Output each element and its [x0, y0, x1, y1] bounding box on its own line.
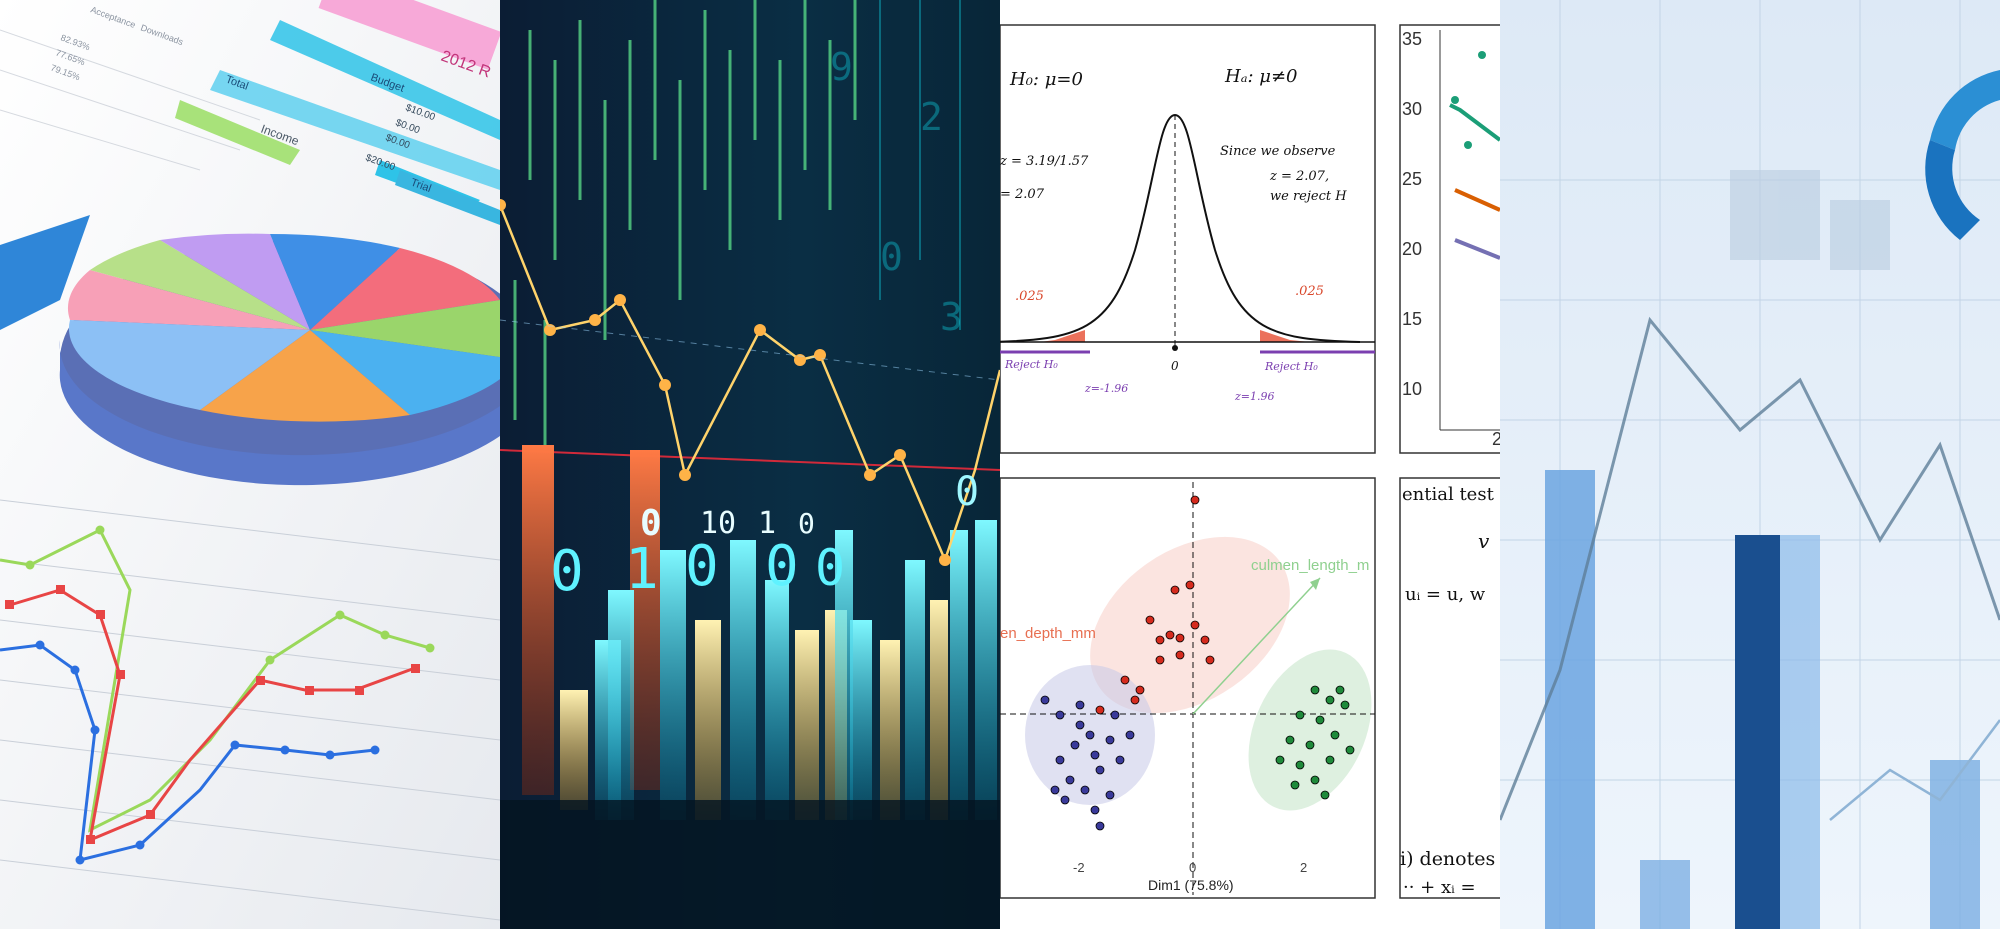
y-tick: 20 — [1402, 239, 1422, 259]
green-line-series — [0, 527, 431, 833]
right-alpha: .025 — [1295, 284, 1324, 299]
conclusion-line-1: Since we observe — [1220, 144, 1336, 159]
conclusion-line-2: z = 2.07, — [1269, 169, 1329, 184]
svg-text:2: 2 — [920, 95, 943, 139]
formula-line: v — [1478, 529, 1490, 553]
report-illustration: 2012 R Total Income Trial Budget $10.00 … — [0, 0, 500, 929]
binary-digit: 0 — [798, 507, 815, 540]
x-tick: -2 — [1073, 860, 1085, 875]
y-tick: 35 — [1402, 29, 1422, 49]
binary-digit: 0 — [685, 534, 719, 599]
binary-digit: 1 — [625, 537, 659, 602]
zero-mark: 0 — [1171, 359, 1179, 373]
y-tick: 25 — [1402, 169, 1422, 189]
null-hypothesis: H₀: μ=0 — [1009, 69, 1083, 90]
svg-text:9: 9 — [830, 45, 853, 89]
bar — [1640, 860, 1690, 929]
formula-line: uᵢ = u, w — [1405, 584, 1486, 605]
bar — [1780, 535, 1820, 929]
svg-text:3: 3 — [940, 295, 963, 339]
financial-report-photo: 2012 R Total Income Trial Budget $10.00 … — [0, 0, 500, 929]
pca-biplot: culmen_length_m en_depth_mm -2 0 2 Dim1 … — [1000, 477, 1376, 899]
reject-left: Reject H₀ — [1004, 358, 1058, 371]
alt-hypothesis: Hₐ: μ≠0 — [1224, 66, 1297, 87]
bar — [1545, 470, 1595, 929]
formula-line: ential test — [1402, 484, 1495, 505]
binary-digit: 0 — [815, 539, 845, 597]
x-axis-title: Dim1 (75.8%) — [1148, 877, 1234, 893]
formula-crop: ential test v uᵢ = u, w i) denotes ·· + … — [1399, 477, 1500, 899]
y-tick: 10 — [1402, 379, 1422, 399]
line-chart-crop: 35 30 25 20 15 10 2 — [1399, 24, 1500, 454]
y-tick: 30 — [1402, 99, 1422, 119]
svg-text:0: 0 — [880, 235, 903, 279]
reject-right: Reject H₀ — [1264, 360, 1318, 373]
binary-digit: 0 — [955, 469, 979, 515]
blurry-bar-chart — [1500, 0, 2000, 929]
binary-digit: 0 — [640, 503, 662, 544]
z-calculation: z = 3.19/1.57 — [1000, 154, 1089, 169]
left-alpha: .025 — [1015, 289, 1044, 304]
conclusion-line-3: we reject H — [1270, 189, 1347, 204]
binary-digit: 0 — [550, 539, 584, 604]
neon-bar-series — [522, 445, 997, 820]
statistics-illustration: H₀: μ=0 Hₐ: μ≠0 z = 3.19/1.57 = 2.07 Sin… — [1000, 0, 1500, 929]
bar — [1930, 760, 1980, 929]
donut-chart-fragment — [1930, 70, 2000, 150]
formula-line: ·· + xᵢ = — [1403, 877, 1476, 898]
trend-line — [1500, 316, 2000, 821]
y-tick: 15 — [1402, 309, 1422, 329]
z-right: z=1.96 — [1234, 390, 1275, 403]
blue-chart-illustration — [1500, 0, 2000, 929]
pie-chart-3d — [59, 233, 500, 486]
binary-digit: 1 — [758, 506, 776, 541]
x-tick: 2 — [1300, 860, 1307, 875]
z-value: = 2.07 — [1000, 187, 1045, 202]
x-tick: 0 — [1189, 860, 1196, 875]
x-tick: 2 — [1492, 429, 1500, 449]
bar — [1735, 535, 1780, 929]
arrow-label-culmen-depth: en_depth_mm — [1000, 625, 1096, 642]
binary-digit: 10 — [700, 506, 736, 541]
binary-digit: 0 — [765, 534, 799, 599]
hypothesis-test-figure: H₀: μ=0 Hₐ: μ≠0 z = 3.19/1.57 = 2.07 Sin… — [1000, 24, 1376, 454]
formula-line: i) denotes — [1400, 848, 1495, 870]
arrow-label-culmen-length: culmen_length_m — [1251, 557, 1369, 574]
z-left: z=-1.96 — [1084, 382, 1128, 395]
statistics-collage: H₀: μ=0 Hₐ: μ≠0 z = 3.19/1.57 = 2.07 Sin… — [1000, 0, 1500, 929]
